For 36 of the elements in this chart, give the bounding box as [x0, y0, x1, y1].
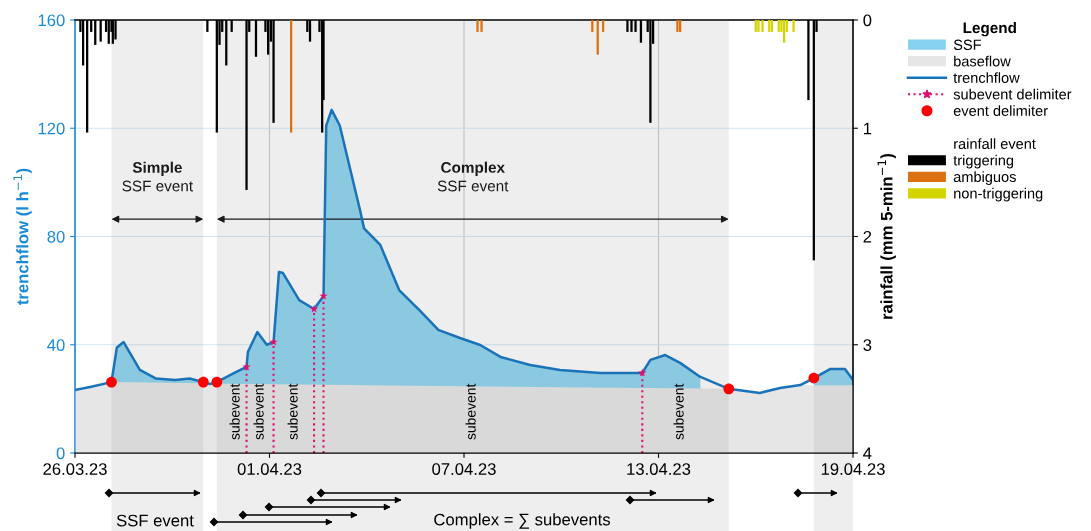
x-tick-label: 01.04.23: [237, 463, 302, 475]
x-tick-label: 07.04.23: [432, 463, 496, 475]
band-label: Simple SSF event: [122, 161, 193, 192]
legend-label: SSF: [953, 39, 981, 50]
x-tick-label: 26.03.23: [43, 463, 107, 475]
y-tick-label: 160: [38, 14, 65, 27]
y2-axis-title: rainfall (mm 5-min$^{−1}$): [877, 153, 896, 319]
x-tick-label: 13.04.23: [627, 463, 691, 475]
annotation: subevent: [253, 383, 264, 440]
text: rainfall event: [954, 138, 1036, 149]
y2-tick-label: 0: [863, 14, 872, 27]
legend-label: trenchflow: [953, 72, 1020, 83]
y2-tick-label: 3: [863, 339, 872, 351]
y-axis-title: trenchflow (l h$^{−1}$): [13, 168, 32, 305]
legend-label: event delimiter: [953, 105, 1048, 116]
text: SSF event: [116, 514, 194, 527]
y2-tick-label: 2: [863, 230, 872, 243]
legend-label: triggering: [953, 154, 1014, 169]
legend-title: Legend: [963, 22, 1016, 37]
legend-label: ambiguos: [953, 171, 1016, 185]
legend-label: non-triggering: [954, 187, 1043, 202]
y-tick-label: 120: [38, 122, 65, 135]
band-label: Complex SSF event: [437, 161, 509, 192]
legend-label: subevent delimiter: [953, 88, 1072, 100]
annotation: subevent: [673, 383, 684, 440]
y-tick-label: 0: [56, 447, 65, 460]
y-tick-label: 40: [47, 339, 65, 351]
annotation: subevent: [465, 383, 476, 440]
y2-tick-label: 1: [863, 122, 872, 135]
annotation: subevent: [287, 383, 298, 440]
x-tick-label: 19.04.23: [821, 463, 885, 475]
y2-tick-label: 4: [863, 447, 872, 460]
y-tick-label: 80: [47, 230, 65, 243]
legend-label: baseflow: [954, 55, 1011, 67]
text: Complex = ∑ subevents: [434, 513, 611, 529]
annotation: subevent: [229, 383, 240, 440]
